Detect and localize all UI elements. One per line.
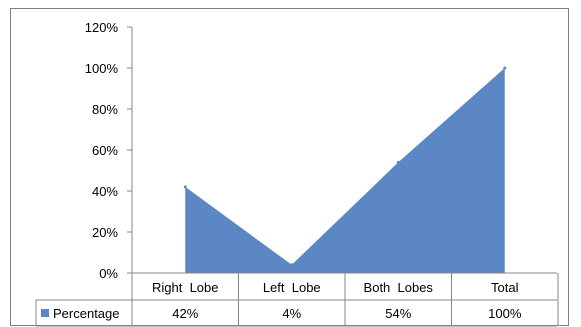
y-tick-label: 40% — [92, 184, 118, 199]
data-point-2 — [396, 160, 400, 164]
category-label: Both Lobes — [364, 280, 434, 295]
data-label: 42% — [172, 306, 198, 321]
y-tick-label: 0% — [99, 266, 118, 281]
y-tick-label: 120% — [85, 20, 119, 35]
data-table: Right Lobe Left Lobe Both Lobes Total Percen… — [35, 272, 559, 327]
data-point-0 — [183, 185, 187, 189]
category-label: Total — [491, 280, 519, 295]
series-area-percentage — [185, 68, 505, 273]
category-label: Right Lobe — [152, 280, 219, 295]
y-tick-label: 20% — [92, 225, 118, 240]
axis-layer: 0% 20% 40% 60% 80% 100% 120% — [85, 20, 133, 281]
legend-label-percentage: Percentage — [53, 306, 120, 321]
y-tick-label: 100% — [85, 61, 119, 76]
legend-swatch — [41, 309, 49, 317]
area-layer — [183, 66, 507, 273]
data-label: 100% — [488, 306, 522, 321]
data-point-3 — [503, 66, 507, 70]
data-label: 54% — [385, 306, 411, 321]
y-tick-label: 60% — [92, 143, 118, 158]
category-label: Left Lobe — [263, 280, 321, 295]
y-tick-label: 80% — [92, 102, 118, 117]
data-point-1 — [290, 263, 294, 267]
data-label: 4% — [282, 306, 301, 321]
